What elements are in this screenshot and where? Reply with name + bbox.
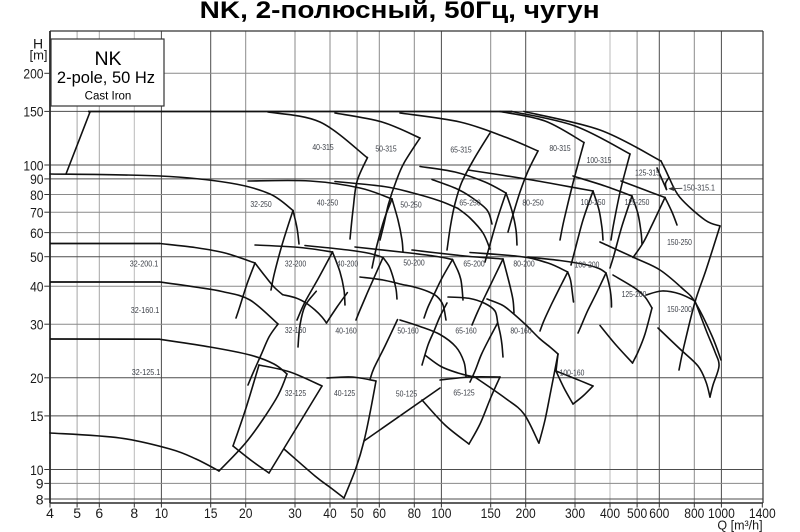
svg-text:5: 5 [73,505,81,521]
svg-text:400: 400 [600,505,620,521]
svg-text:32-125: 32-125 [285,388,307,398]
svg-text:6: 6 [95,505,103,521]
svg-text:100-315: 100-315 [587,155,612,165]
svg-text:150: 150 [23,104,43,120]
svg-text:8: 8 [130,505,138,521]
svg-text:4: 4 [46,505,54,521]
svg-text:100: 100 [23,157,43,173]
svg-text:40-200: 40-200 [337,259,359,269]
svg-text:40-160: 40-160 [335,326,357,336]
svg-text:80: 80 [408,505,422,521]
svg-text:50: 50 [30,249,44,265]
svg-text:500: 500 [627,505,647,521]
svg-text:40: 40 [30,279,44,295]
svg-text:9: 9 [36,476,44,492]
svg-text:32-200.1: 32-200.1 [130,259,159,269]
svg-text:32-160.1: 32-160.1 [131,305,160,315]
svg-text:8: 8 [36,491,44,507]
svg-text:65-315: 65-315 [450,145,472,155]
svg-text:65-250: 65-250 [459,198,481,208]
svg-text:40: 40 [323,505,337,521]
svg-text:60: 60 [373,505,387,521]
svg-text:100-250: 100-250 [581,197,606,207]
svg-text:32-125.1: 32-125.1 [132,367,161,377]
svg-text:125-250: 125-250 [625,197,650,207]
svg-text:1000: 1000 [708,505,735,521]
svg-text:600: 600 [649,505,669,521]
svg-text:50-200: 50-200 [403,258,425,268]
svg-text:70: 70 [30,205,44,221]
svg-text:H: H [33,36,43,52]
svg-text:800: 800 [684,505,704,521]
svg-text:80-315: 80-315 [549,143,571,153]
svg-text:Q [m³/h]: Q [m³/h] [717,519,762,532]
svg-text:50-160: 50-160 [397,326,419,336]
svg-text:125-200: 125-200 [622,289,647,299]
svg-text:20: 20 [30,370,44,386]
svg-text:40-315: 40-315 [312,142,334,152]
svg-text:10: 10 [30,462,44,478]
svg-text:65-200: 65-200 [463,259,485,269]
svg-text:300: 300 [565,505,585,521]
svg-text:60: 60 [30,225,44,241]
svg-text:100: 100 [431,505,451,521]
svg-text:50-315: 50-315 [375,144,397,154]
svg-text:30: 30 [30,317,44,333]
svg-text:15: 15 [204,505,218,521]
svg-text:2-pole, 50 Hz: 2-pole, 50 Hz [57,69,155,87]
svg-text:80-250: 80-250 [522,198,544,208]
svg-text:40-250: 40-250 [317,198,339,208]
svg-text:90: 90 [30,171,44,187]
svg-text:80: 80 [30,187,44,203]
svg-text:30: 30 [288,505,302,521]
svg-text:32-250: 32-250 [250,199,272,209]
svg-text:150: 150 [481,505,501,521]
svg-text:200: 200 [23,66,43,82]
svg-text:100-200: 100-200 [575,260,600,270]
svg-text:20: 20 [239,505,253,521]
svg-text:Cast Iron: Cast Iron [85,91,132,103]
svg-text:150-315.1: 150-315.1 [683,183,715,193]
svg-text:50-250: 50-250 [400,200,422,210]
svg-text:15: 15 [30,408,44,424]
svg-text:50: 50 [350,505,364,521]
svg-text:80-160: 80-160 [510,326,532,336]
svg-text:32-160: 32-160 [285,325,307,335]
svg-text:150-250: 150-250 [667,237,692,247]
svg-text:100-160: 100-160 [560,368,585,378]
svg-text:150-200: 150-200 [667,304,692,314]
svg-text:40-125: 40-125 [334,388,356,398]
svg-text:200: 200 [516,505,536,521]
svg-text:1400: 1400 [749,505,776,521]
svg-text:NK: NK [94,48,121,70]
svg-text:80-200: 80-200 [513,259,535,269]
svg-text:32-200: 32-200 [285,259,307,269]
svg-text:50-125: 50-125 [396,388,418,398]
svg-text:[m]: [m] [29,48,47,63]
svg-text:125-315: 125-315 [635,168,660,178]
svg-text:65-160: 65-160 [455,326,477,336]
svg-text:10: 10 [155,505,169,521]
svg-text:65-125: 65-125 [453,388,475,398]
